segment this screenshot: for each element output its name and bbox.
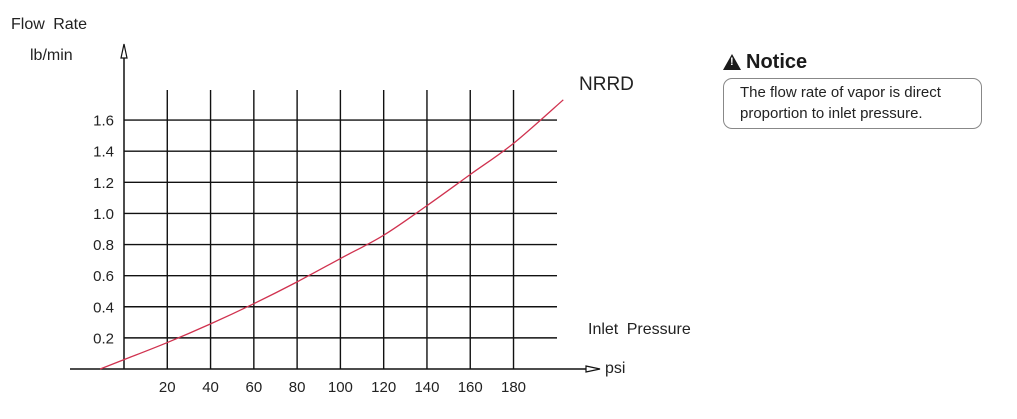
warning-triangle-icon <box>723 53 741 70</box>
notice-title: Notice <box>746 51 808 73</box>
x-tick-label: 140 <box>414 379 439 396</box>
y-axis-title: Flow Rate <box>11 16 88 33</box>
x-tick-label: 180 <box>501 379 526 396</box>
y-tick-label: 0.4 <box>93 299 114 316</box>
nrrd-curve <box>99 99 564 370</box>
tick-labels: 20 40 60 80 100 120 140 160 180 0.2 0.4 0.6 0.8 1.0 1.… <box>93 113 526 396</box>
y-tick-label: 0.8 <box>93 237 114 254</box>
notice-text-line-1: The flow rate of vapor is direct <box>740 84 941 101</box>
x-axis-unit: psi <box>605 360 626 377</box>
curve-label: NRRD <box>579 74 634 95</box>
x-tick-label: 160 <box>458 379 483 396</box>
x-tick-label: 60 <box>245 379 262 396</box>
y-axis-arrow-icon <box>120 43 128 59</box>
x-axis-title: Inlet Pressure <box>588 321 691 338</box>
notice-box: The flow rate of vapor is direct proport… <box>723 78 982 129</box>
notice-panel: Notice The flow rate of vapor is direct … <box>723 51 982 129</box>
y-tick-label: 1.2 <box>93 175 114 192</box>
y-tick-label: 0.6 <box>93 268 114 285</box>
x-axis-arrow-icon <box>585 365 601 373</box>
y-axis-unit: lb/min <box>30 47 73 64</box>
x-tick-label: 20 <box>159 379 176 396</box>
x-tick-label: 100 <box>328 379 353 396</box>
grid-lines <box>124 90 557 369</box>
axes <box>70 43 601 373</box>
x-tick-label: 40 <box>202 379 219 396</box>
x-tick-label: 80 <box>289 379 306 396</box>
notice-header: Notice <box>723 51 982 74</box>
y-tick-label: 1.0 <box>93 206 114 223</box>
y-tick-label: 0.2 <box>93 330 114 347</box>
y-tick-label: 1.4 <box>93 144 114 161</box>
notice-text-line-2: proportion to inlet pressure. <box>740 105 923 122</box>
y-tick-label: 1.6 <box>93 113 114 130</box>
x-tick-label: 120 <box>371 379 396 396</box>
